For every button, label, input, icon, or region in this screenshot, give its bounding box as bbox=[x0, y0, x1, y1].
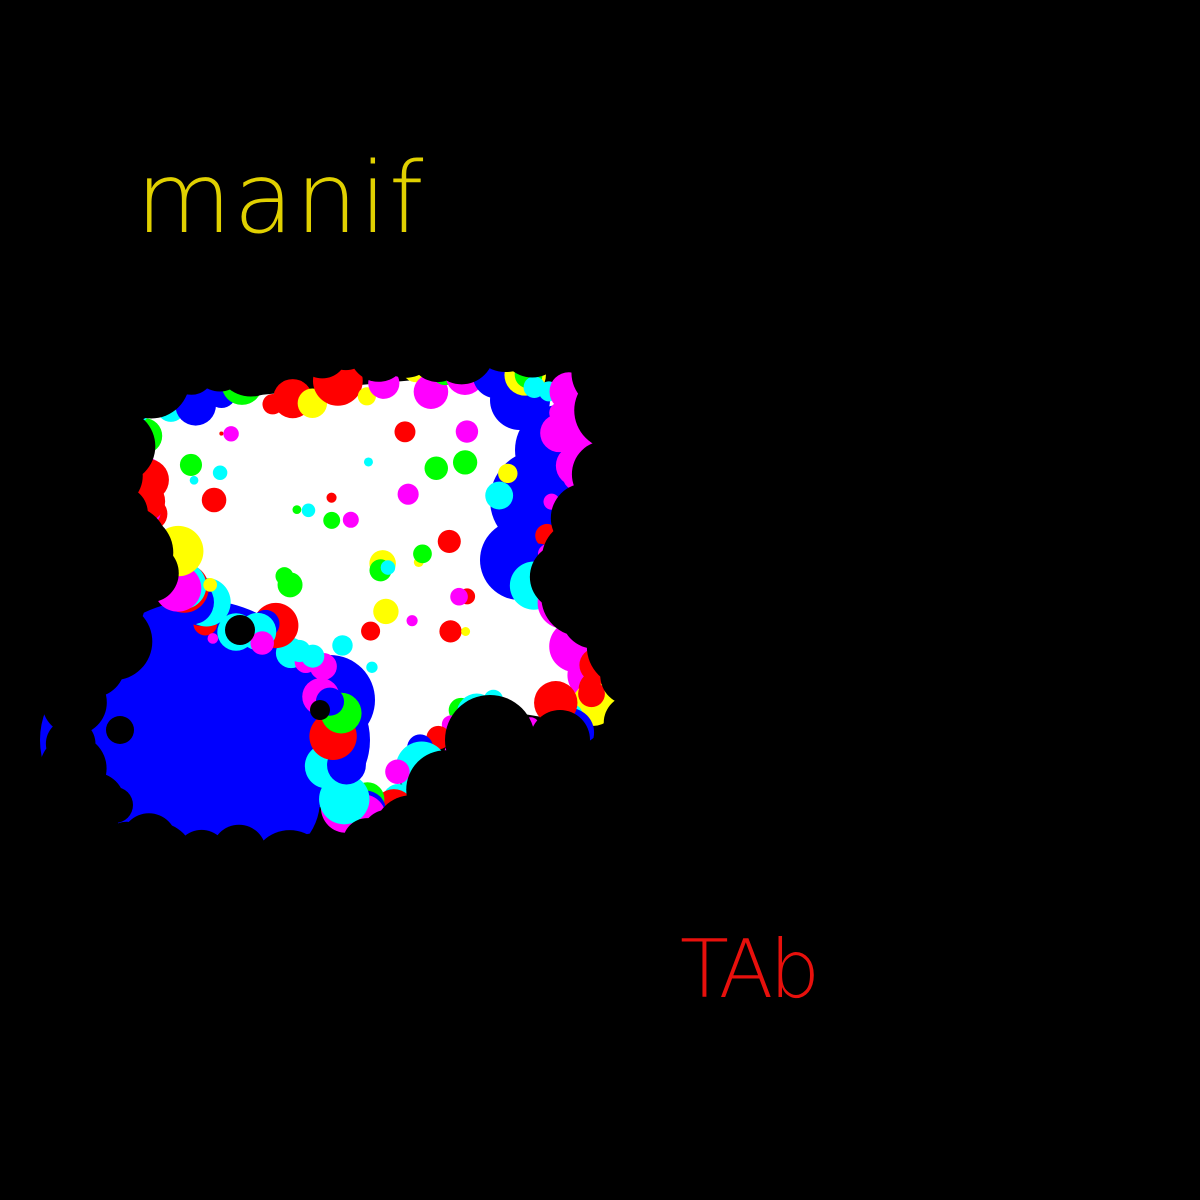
color-dot bbox=[406, 615, 418, 627]
color-dot bbox=[380, 560, 396, 575]
color-dot bbox=[212, 465, 228, 481]
black-dot bbox=[81, 409, 156, 484]
black-dot bbox=[92, 374, 144, 426]
color-dot bbox=[385, 759, 410, 784]
black-dot bbox=[97, 787, 133, 823]
color-dot bbox=[301, 644, 325, 668]
color-dot bbox=[461, 627, 471, 636]
color-dot bbox=[424, 456, 448, 480]
color-dot bbox=[361, 621, 381, 641]
color-dot bbox=[413, 544, 432, 564]
artist-name: TAb bbox=[680, 923, 820, 1016]
color-dot bbox=[452, 450, 478, 475]
color-dot bbox=[498, 463, 518, 484]
black-dot bbox=[310, 700, 330, 720]
color-dot bbox=[342, 511, 359, 528]
color-dot bbox=[189, 475, 199, 485]
color-dot bbox=[523, 376, 546, 398]
black-dots bbox=[39, 299, 667, 907]
color-dot bbox=[219, 431, 224, 436]
color-dot bbox=[394, 421, 416, 443]
color-dot bbox=[332, 635, 353, 656]
color-dot bbox=[485, 481, 514, 510]
color-dot bbox=[207, 633, 219, 644]
album-title: manif bbox=[136, 142, 426, 256]
black-dot bbox=[430, 750, 510, 830]
color-dot bbox=[292, 505, 302, 515]
color-dot bbox=[439, 620, 462, 643]
color-dot bbox=[223, 426, 239, 442]
color-dot bbox=[437, 529, 461, 553]
color-dot bbox=[578, 680, 605, 708]
color-dot bbox=[250, 631, 274, 655]
color-dot bbox=[366, 661, 378, 673]
color-dot bbox=[203, 578, 218, 592]
color-dot bbox=[397, 483, 419, 505]
color-dot bbox=[373, 598, 399, 625]
color-dot bbox=[363, 457, 373, 467]
color-dot bbox=[301, 503, 316, 518]
color-dot bbox=[277, 572, 303, 598]
black-dot bbox=[106, 716, 134, 744]
color-dot bbox=[201, 487, 227, 513]
black-dot bbox=[530, 710, 590, 770]
color-dot bbox=[179, 453, 203, 476]
black-dot bbox=[215, 326, 287, 397]
color-dot bbox=[323, 511, 341, 529]
color-dot bbox=[540, 413, 579, 453]
black-dot bbox=[225, 615, 255, 645]
color-dot bbox=[326, 492, 337, 503]
color-dot bbox=[455, 420, 479, 443]
color-dot bbox=[450, 587, 468, 606]
